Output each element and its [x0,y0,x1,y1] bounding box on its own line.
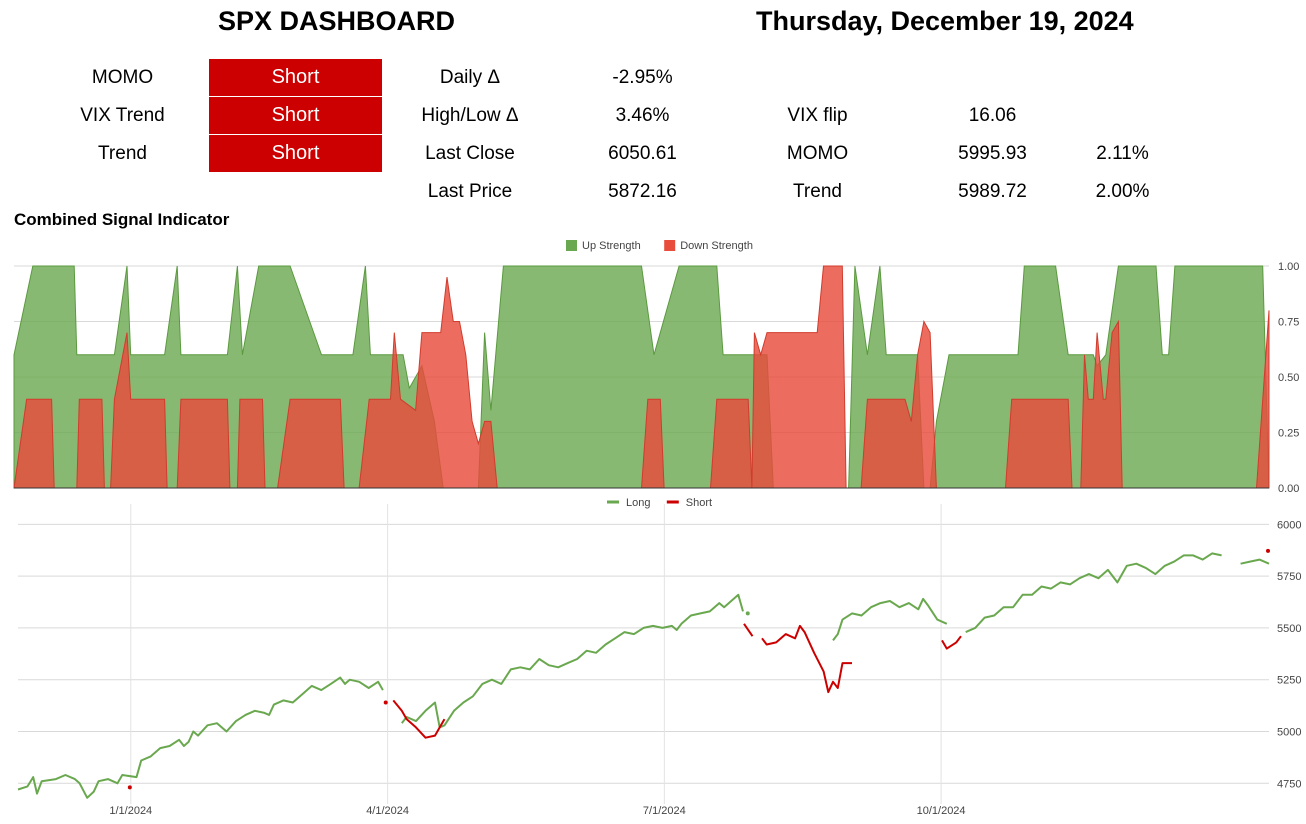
level-value-momo: 5995.93 [958,143,1027,164]
short-series-segment-1 [383,700,388,705]
price-y-tick-label-5: 4750 [1277,778,1301,790]
level-value-vix-flip: 16.06 [968,105,1017,126]
y-tick-label-0: 1.00 [1278,261,1299,273]
long-series-segment-0 [17,676,384,799]
stat-label-last-price: Last Price [427,181,513,202]
price-y-tick-label-1: 5750 [1277,571,1301,583]
dashboard-title: SPX DASHBOARD [218,6,456,36]
signal-value-vix-trend: Short [209,97,382,134]
signal-label-vix-trend: VIX Trend [80,105,165,126]
stat-value-daily-delta: -2.95% [612,67,673,88]
long-series-segment-2 [745,611,750,616]
long-series-segment-3 [832,597,948,642]
stat-label-last-close: Last Close [425,143,515,164]
long-series-segment-1 [401,593,744,729]
price-legend-label-0: Long [626,497,650,509]
combined-signal-chart: Up Strength Down Strength 1.00 0.75 0.50 0.25… [13,240,1299,495]
level-value-trend: 5989.72 [958,181,1027,202]
level-label-trend: Trend [793,181,842,202]
price-legend-label-1: Short [686,497,712,509]
price-y-tick-label-0: 6000 [1277,519,1301,531]
short-series-segment-4 [761,624,852,694]
price-y-tick-label-2: 5500 [1277,623,1301,635]
y-tick-label-1: 0.75 [1278,317,1299,329]
x-tick-label-2: 7/1/2024 [643,805,686,817]
long-series-segment-4 [965,552,1222,634]
combined-section-title: Combined Signal Indicator [14,210,230,229]
level-label-momo: MOMO [786,143,849,164]
y-tick-label-2: 0.50 [1278,372,1299,384]
legend-swatch-0 [566,240,577,251]
signal-value-trend: Short [209,135,382,172]
short-series-segment-0 [127,785,132,790]
price-chart: Long Short 6000 5750 5500 5250 5000 4750 1/1/202… [17,497,1301,817]
stat-value-last-close: 6050.61 [608,143,677,164]
short-series-segment-5 [941,635,962,650]
long-series-segment-5 [1240,558,1270,565]
stat-value-high-low-delta: 3.46% [615,105,670,126]
short-series-segment-3 [743,623,754,637]
price-y-tick-label-3: 5250 [1277,675,1301,687]
signal-label-trend: Trend [98,143,147,164]
stat-value-last-price: 5872.16 [608,181,677,202]
last-price-marker [1266,548,1270,553]
x-tick-label-3: 10/1/2024 [917,805,966,817]
stat-label-daily-delta: Daily Δ [439,67,501,88]
legend-label-1: Down Strength [680,240,753,252]
y-tick-label-4: 0.00 [1278,483,1299,495]
price-y-tick-label-4: 5000 [1277,727,1301,739]
signal-value-momo: Short [209,59,382,96]
level-pct-trend: 2.00% [1095,181,1150,202]
legend-label-0: Up Strength [582,240,641,252]
x-tick-label-0: 1/1/2024 [109,805,152,817]
x-tick-label-1: 4/1/2024 [366,805,409,817]
level-pct-momo: 2.11% [1096,143,1149,164]
short-series-segment-2 [392,699,446,739]
dashboard-date: Thursday, December 19, 2024 [756,6,1134,36]
y-tick-label-3: 0.25 [1278,428,1299,440]
level-label-vix-flip: VIX flip [787,105,848,126]
stat-label-high-low-delta: High/Low Δ [421,105,519,126]
signal-label-momo: MOMO [91,67,154,88]
legend-swatch-1 [664,240,676,251]
